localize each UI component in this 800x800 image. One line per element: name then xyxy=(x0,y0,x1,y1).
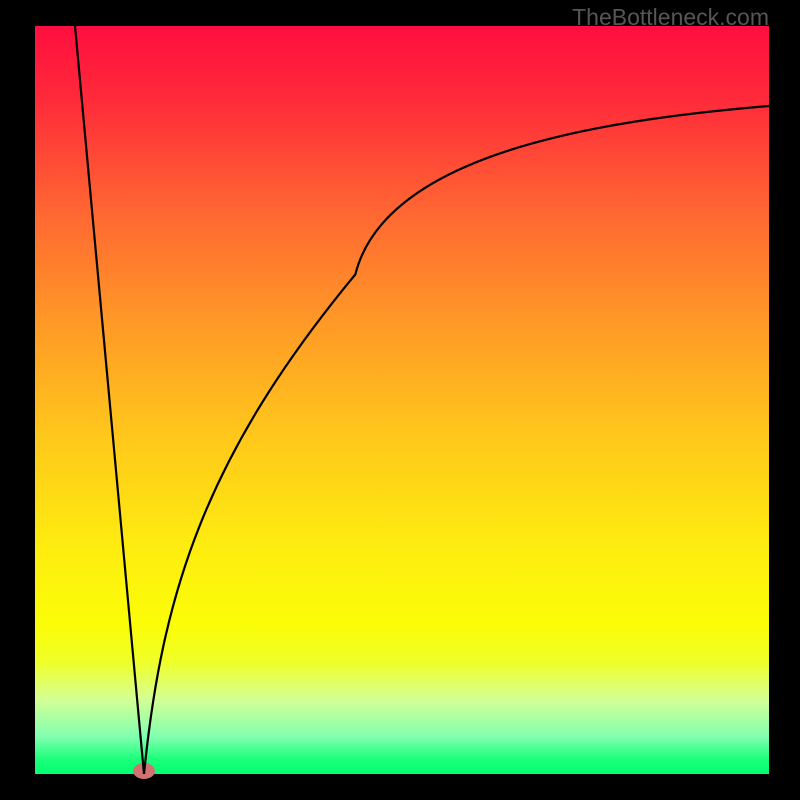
chart-outer: TheBottleneck.com xyxy=(0,0,800,800)
bottleneck-curve xyxy=(75,26,769,774)
watermark-text: TheBottleneck.com xyxy=(572,4,769,31)
plot-area xyxy=(35,26,769,774)
curve-overlay xyxy=(35,26,769,774)
